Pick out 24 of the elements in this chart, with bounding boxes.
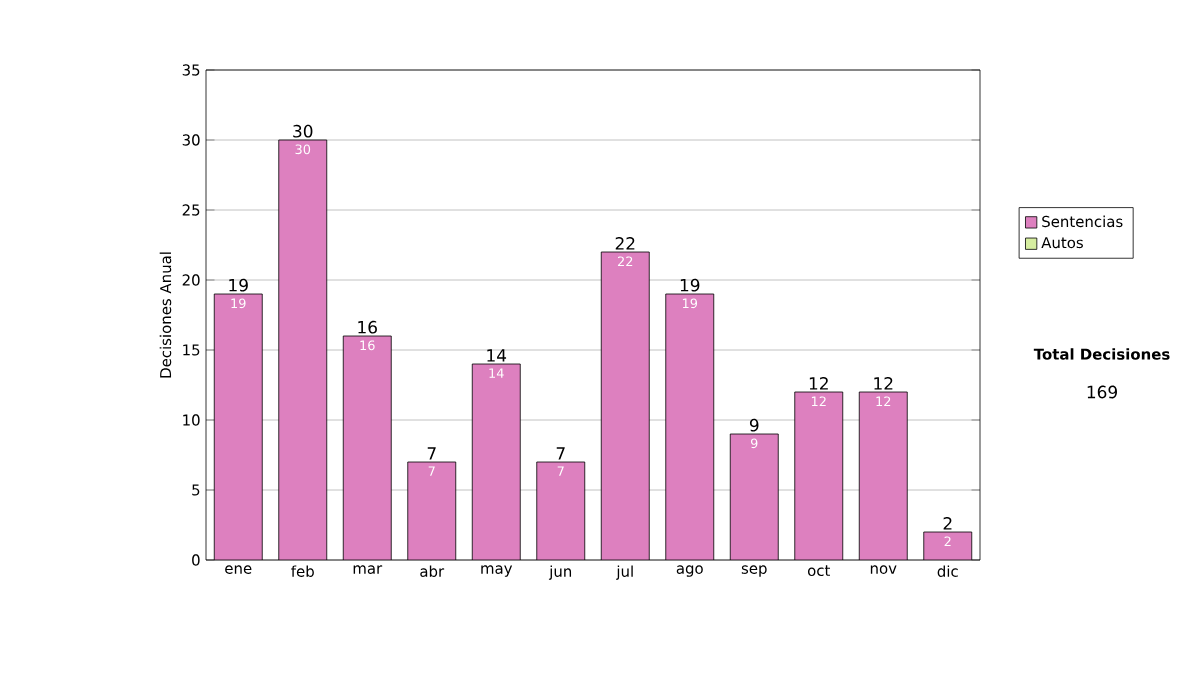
bar [730,434,779,560]
total-label: 12 [809,377,828,390]
total-label: 19 [680,278,700,292]
total-label: 30 [293,124,313,138]
bar [343,336,392,560]
total-label: 2 [943,517,952,530]
bar [601,252,650,560]
bar [407,462,456,560]
bar [214,294,263,560]
text: 169 [1087,385,1117,399]
bar [665,294,714,560]
total-label: 9 [749,418,759,432]
total-label: 7 [427,447,436,460]
total-label: 19 [229,278,248,292]
bar [536,462,585,560]
total-label: 16 [358,320,377,334]
total-label: 14 [487,349,507,362]
bar [472,364,521,560]
total-label: 22 [615,237,635,250]
total-label: 12 [874,377,893,390]
bar [859,392,908,560]
bar [278,140,327,560]
bar [794,392,843,560]
total-label: 7 [556,447,565,460]
